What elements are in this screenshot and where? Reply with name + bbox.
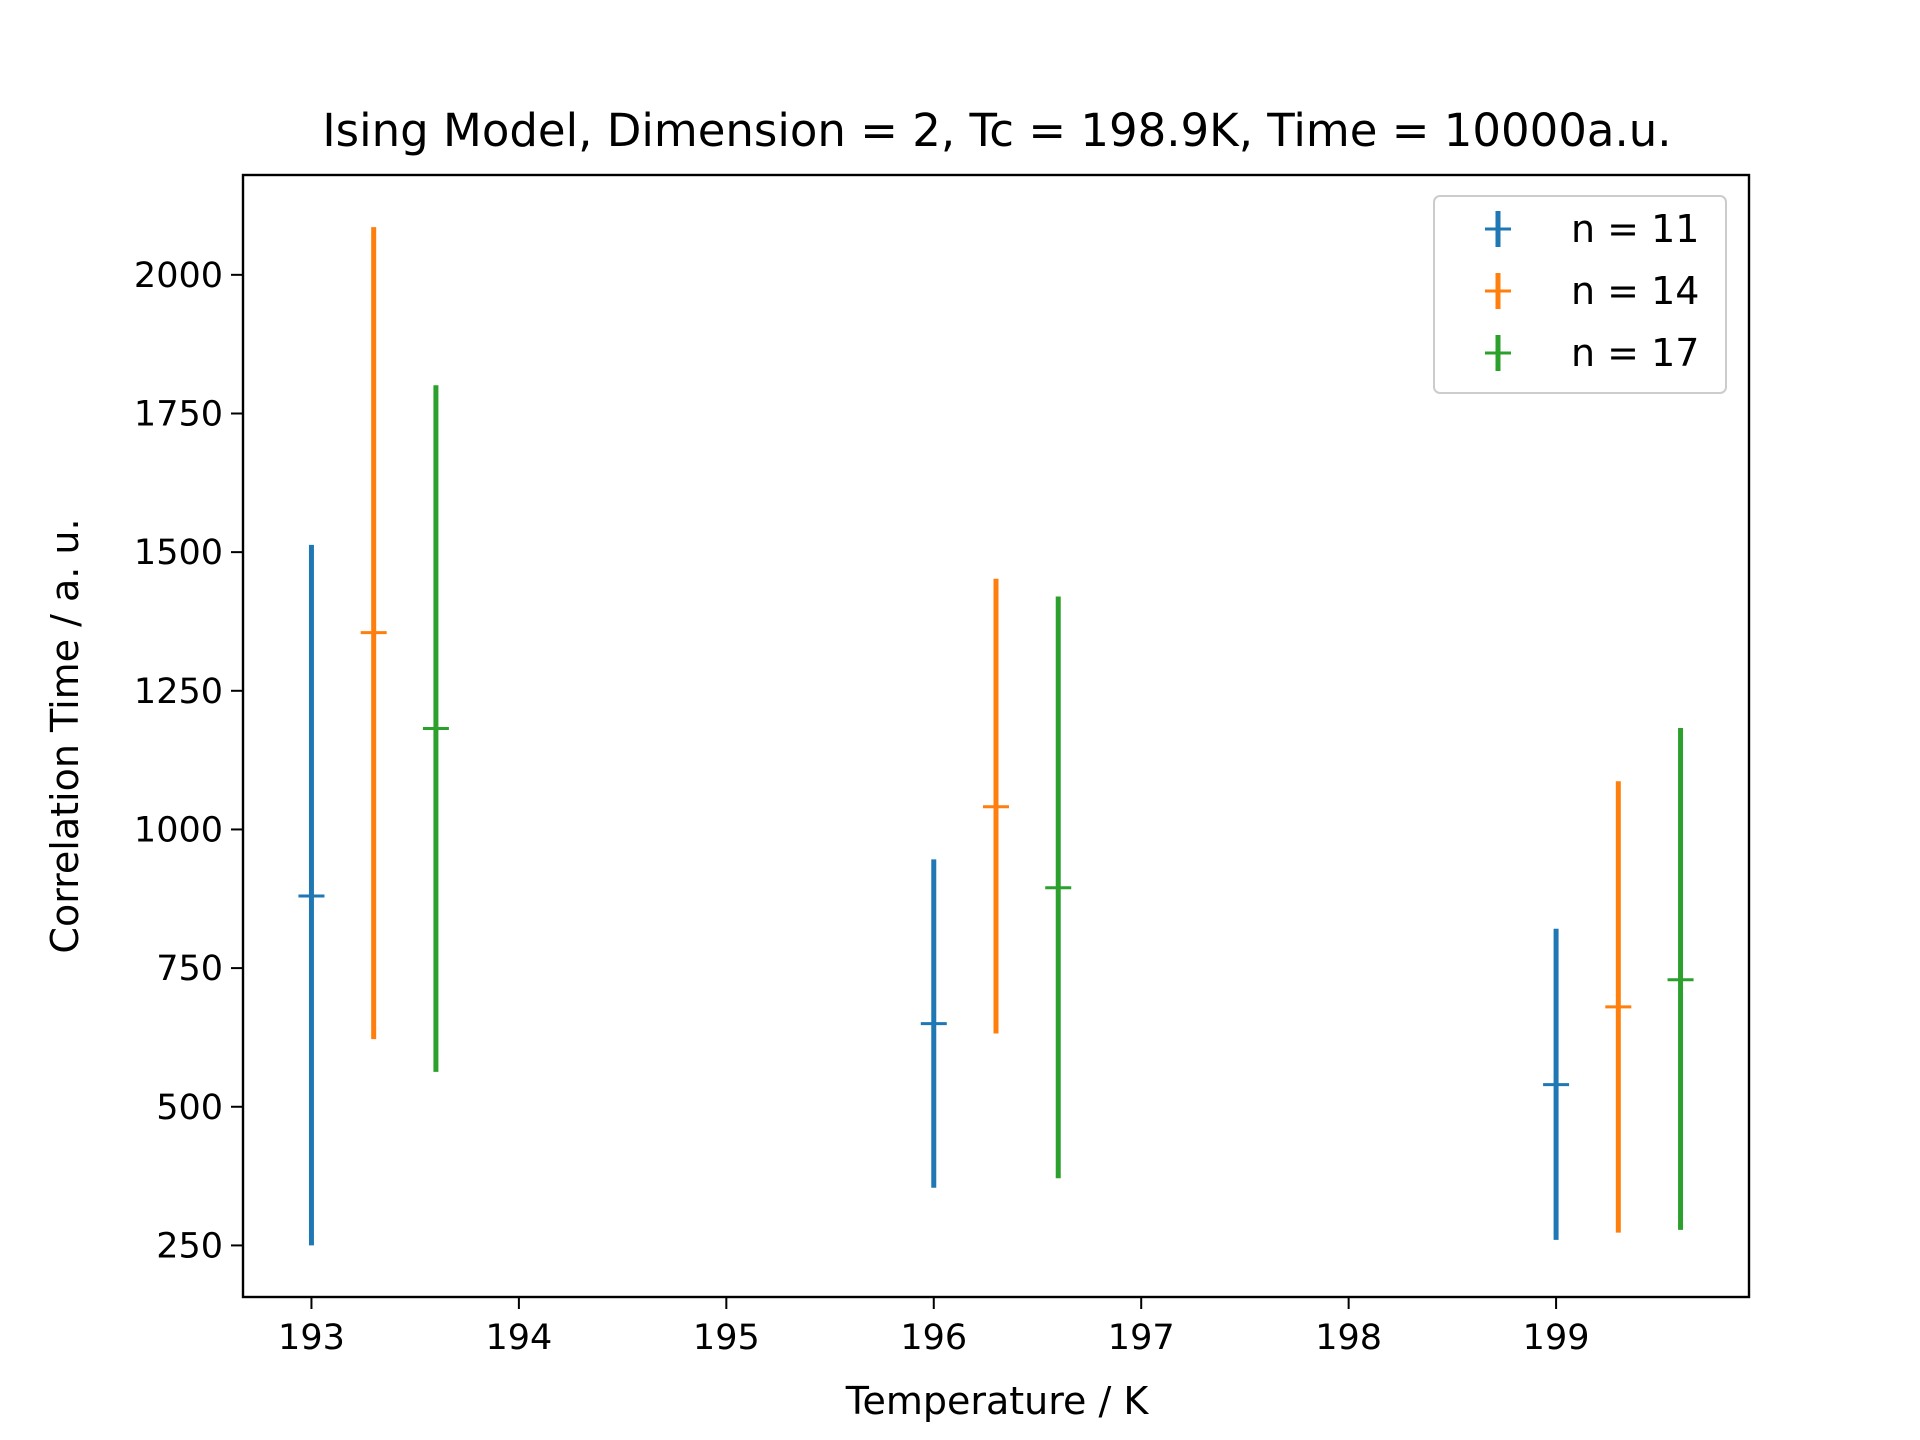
y-tick-label: 1750 xyxy=(134,394,223,434)
legend-entry: n = 11 xyxy=(1485,207,1699,251)
x-tick-label: 196 xyxy=(900,1318,967,1358)
legend-entry: n = 17 xyxy=(1485,331,1699,375)
chart-title: Ising Model, Dimension = 2, Tc = 198.9K,… xyxy=(322,104,1671,157)
x-tick-label: 197 xyxy=(1108,1318,1175,1358)
x-tick-label: 198 xyxy=(1315,1318,1382,1358)
legend-label: n = 14 xyxy=(1571,269,1699,313)
y-tick-label: 1250 xyxy=(134,672,223,712)
x-axis-label: Temperature / K xyxy=(845,1379,1150,1423)
x-tick-label: 195 xyxy=(693,1318,760,1358)
x-tick-label: 199 xyxy=(1523,1318,1590,1358)
series-2 xyxy=(422,385,1694,1230)
series-layer xyxy=(298,227,1694,1246)
legend: n = 11 n = 14 n = 17 xyxy=(1433,195,1727,394)
series-1 xyxy=(360,227,1632,1233)
legend-label: n = 17 xyxy=(1571,331,1699,375)
legend-box xyxy=(1433,195,1727,394)
y-tick-label: 250 xyxy=(156,1226,223,1266)
legend-label: n = 11 xyxy=(1571,207,1699,251)
y-tick-label: 1500 xyxy=(134,533,223,573)
x-axis: 193 194 195 196 197 198 199 xyxy=(278,1297,1589,1358)
plot-frame xyxy=(241,173,1751,1299)
y-tick-label: 750 xyxy=(156,949,223,989)
x-tick-label: 194 xyxy=(485,1318,552,1358)
y-tick-label: 1000 xyxy=(134,810,223,850)
x-tick-label: 193 xyxy=(278,1318,345,1358)
y-tick-label: 500 xyxy=(156,1088,223,1128)
series-0 xyxy=(298,544,1570,1246)
legend-entry: n = 14 xyxy=(1485,269,1699,313)
y-axis-label: Correlation Time / a. u. xyxy=(43,518,87,953)
y-axis: 250 500 750 1000 1250 1500 1750 2000 xyxy=(134,256,243,1266)
plot-area: 193 194 195 196 197 198 199 250 500 750 1000 1250 1… xyxy=(134,173,1751,1358)
y-tick-label: 2000 xyxy=(134,256,223,296)
